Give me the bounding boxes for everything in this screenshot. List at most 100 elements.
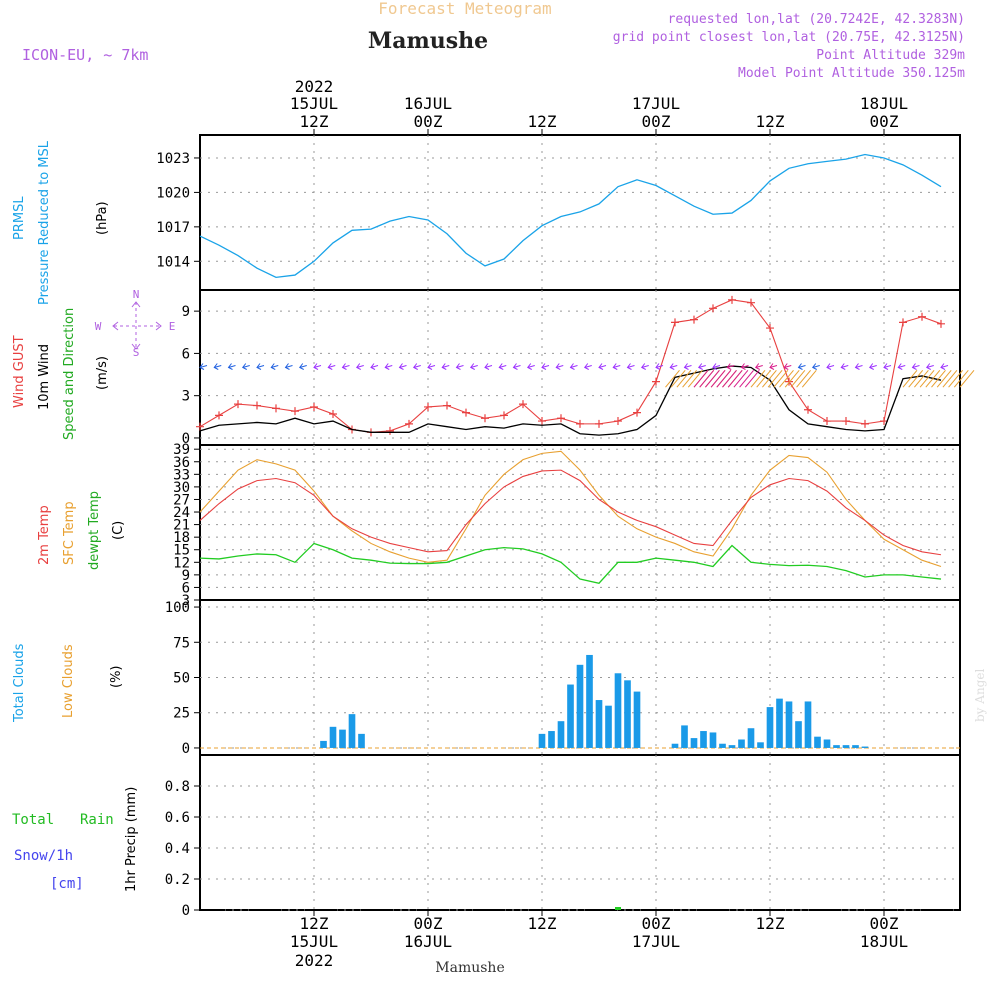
top-xlabel-hour: 12Z [300, 112, 329, 131]
strong-wind-barb [959, 369, 975, 388]
bottom-xlabel-hour: 00Z [642, 914, 671, 933]
cloud-bar [576, 664, 584, 748]
ytick-label-precip: 0.8 [165, 779, 190, 795]
clouds-unit: (%) [109, 666, 124, 689]
ytick-label-wind: 0 [182, 431, 190, 447]
wind-arrow-head [512, 363, 518, 370]
wind-direction-arrow [569, 363, 578, 370]
pressure-unit: (hPa) [95, 201, 110, 235]
gust-point [500, 411, 508, 420]
wind-direction-arrow [769, 363, 778, 370]
strong-wind-barb [733, 369, 749, 388]
wind-direction-arrow [683, 363, 692, 370]
strong-wind-barb [705, 369, 720, 388]
wind-direction-arrow [612, 363, 621, 370]
wind-arrow-head [740, 363, 746, 370]
wind-direction-arrow [541, 363, 550, 370]
strong-wind-barb [914, 369, 929, 388]
wind-arrow-shaft [869, 365, 877, 368]
gust-point [462, 408, 470, 417]
wind-arrow-shaft [256, 365, 265, 368]
ytick-label-temp: 18 [173, 530, 190, 546]
cloud-bar [605, 705, 612, 748]
compass-e: E [169, 320, 176, 333]
wind-arrow-head [555, 363, 561, 370]
gust-point [481, 414, 489, 423]
wind-arrow-head [612, 363, 618, 370]
wind-arrow-head [412, 363, 418, 370]
compass-arrows [112, 301, 162, 350]
wind-direction-arrow [655, 363, 664, 370]
ytick-label-temp: 39 [173, 442, 190, 458]
panel-frame-precip [199, 754, 961, 911]
title-top: Forecast Meteogram [378, 0, 551, 18]
wind-arrow-shaft [655, 365, 664, 368]
wind-arrow-head [854, 363, 860, 370]
wind-arrow-head [712, 363, 718, 370]
gust-point [633, 408, 641, 417]
cloud-bar [348, 714, 356, 748]
wind-arrow-shaft [228, 365, 236, 368]
bottom-xlabel-hour: 00Z [414, 914, 443, 933]
wind-direction-arrow [370, 363, 379, 370]
wind-arrow-head [669, 363, 675, 370]
wind-direction-arrow [327, 363, 336, 370]
cloud-bar [624, 680, 631, 748]
gust-point [614, 417, 622, 426]
wind-arrow-head [384, 363, 390, 370]
wind-direction-arrow [583, 363, 592, 370]
gust-point [405, 419, 413, 428]
compass-n: N [133, 288, 140, 301]
ytick-label-temp: 36 [173, 455, 190, 471]
wind-arrow-head [256, 363, 262, 370]
wind-arrow-head [355, 363, 361, 370]
cloud-bar [681, 725, 688, 748]
strong-wind-barb [682, 369, 697, 388]
wind-direction-arrow [640, 363, 649, 370]
wind-arrow-shaft [826, 365, 835, 368]
ytick-label-pressure: 1017 [156, 220, 190, 236]
gust-point [538, 417, 546, 426]
gust-point [424, 402, 432, 411]
requested-lonlat: requested lon,lat (20.7242E, 42.3283N) [668, 12, 965, 27]
wind-arrow-head [370, 363, 376, 370]
wind-arrow-head [940, 363, 946, 370]
wind-direction-arrow [697, 363, 706, 370]
wind-direction-arrow [441, 363, 450, 370]
strong-wind-barb [750, 369, 766, 388]
wind-arrow-head [199, 363, 205, 370]
gust-point [918, 312, 926, 321]
precip-unit: 1hr Precip (mm) [124, 787, 139, 892]
cloud-bar [842, 745, 850, 748]
gust-point [310, 402, 318, 411]
wind-arrow-shaft [356, 365, 364, 368]
wind-arrow-shaft [727, 365, 735, 368]
bottom-xlabel-hour: 12Z [528, 914, 557, 933]
panel-frame-temp [199, 444, 961, 601]
top-xlabel-year: 2022 [295, 77, 334, 96]
wind-arrow-shaft [199, 365, 208, 368]
gust-point [234, 400, 242, 409]
wind-arrow-shaft [940, 365, 949, 368]
wind-direction-arrow [826, 363, 835, 370]
ytick-label-clouds: 25 [173, 706, 190, 722]
wind-arrow-head [883, 363, 889, 370]
strong-wind-barb [699, 369, 715, 388]
bottom-xlabel-date: 17JUL [632, 932, 680, 951]
cloud-bar [814, 736, 821, 748]
gust-point [519, 400, 527, 409]
wind-arrow-shaft [385, 365, 393, 368]
gust-point [671, 318, 679, 327]
cloud-bar [548, 731, 555, 748]
gust-point [272, 404, 280, 413]
ytick-label-wind: 6 [182, 346, 190, 362]
wind-arrow-shaft [883, 365, 892, 368]
bottom-xlabel-date: 18JUL [860, 932, 908, 951]
cloud-bar [719, 743, 726, 748]
precip-label-cm: [cm] [50, 876, 84, 892]
precip-label-snow: Snow/1h [14, 848, 73, 864]
wind-arrow-shaft [613, 365, 621, 368]
wind-arrow-head [640, 363, 646, 370]
wind-unit: (m/s) [95, 356, 110, 390]
